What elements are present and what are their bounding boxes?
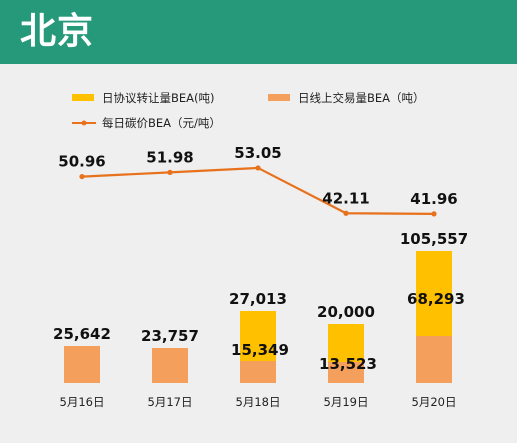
price-label: 51.98 xyxy=(146,148,193,166)
x-tick-label: 5月20日 xyxy=(412,395,457,409)
bar-total-label: 27,013 xyxy=(229,290,287,308)
legend-swatch-agreement xyxy=(72,94,94,101)
chart: 日协议转让量BEA(吨) 日线上交易量BEA（吨） 每日碳价BEA（元/吨） 2… xyxy=(53,91,468,409)
bar-online xyxy=(416,336,452,383)
legend-label-online: 日线上交易量BEA（吨） xyxy=(298,91,425,105)
x-tick-label: 5月16日 xyxy=(60,395,105,409)
price-marker xyxy=(79,173,85,180)
legend-swatch-price-marker xyxy=(81,120,87,126)
price-marker xyxy=(431,211,437,217)
bar-online xyxy=(328,362,364,383)
x-tick-label: 5月19日 xyxy=(324,395,369,409)
bar-online xyxy=(152,348,188,383)
bar-online-label: 15,349 xyxy=(231,341,289,359)
legend-label-agreement: 日协议转让量BEA(吨) xyxy=(102,91,215,105)
legend-swatch-online xyxy=(268,94,290,101)
bar-online-label: 13,523 xyxy=(319,355,377,373)
x-axis-ticks: 5月16日 5月17日 5月18日 5月19日 5月20日 xyxy=(60,395,457,409)
bar-online xyxy=(240,361,276,383)
bar-agreement xyxy=(240,311,276,361)
x-tick-label: 5月17日 xyxy=(148,395,193,409)
price-marker xyxy=(167,169,173,175)
bar-online-label: 68,293 xyxy=(407,290,465,308)
bar-agreement xyxy=(416,251,452,336)
price-line-group xyxy=(79,165,437,217)
x-tick-label: 5月18日 xyxy=(236,395,281,409)
price-label: 53.05 xyxy=(234,144,281,162)
chart-panel: 日协议转让量BEA(吨) 日线上交易量BEA（吨） 每日碳价BEA（元/吨） 2… xyxy=(0,64,517,443)
bar-total-label: 105,557 xyxy=(400,230,468,248)
legend: 日协议转让量BEA(吨) 日线上交易量BEA（吨） 每日碳价BEA（元/吨） xyxy=(72,91,425,130)
bar-total-label: 20,000 xyxy=(317,303,375,321)
header-bar: 北京 xyxy=(0,0,517,64)
page-title: 北京 xyxy=(20,11,95,52)
bar-total-label: 23,757 xyxy=(141,327,199,345)
bar-agreement xyxy=(328,324,364,362)
price-label: 42.11 xyxy=(322,189,369,207)
bar-online xyxy=(64,346,100,383)
price-label: 50.96 xyxy=(58,153,105,171)
labels-group: 25,642 23,757 27,013 15,349 20,000 13,523 105,… xyxy=(53,144,468,373)
price-marker xyxy=(255,165,261,171)
price-label: 41.96 xyxy=(410,190,457,208)
legend-label-price: 每日碳价BEA（元/吨） xyxy=(102,116,221,130)
price-marker xyxy=(343,210,349,216)
bar-total-label: 25,642 xyxy=(53,325,111,343)
price-line xyxy=(81,166,435,215)
bars-group xyxy=(64,251,452,383)
